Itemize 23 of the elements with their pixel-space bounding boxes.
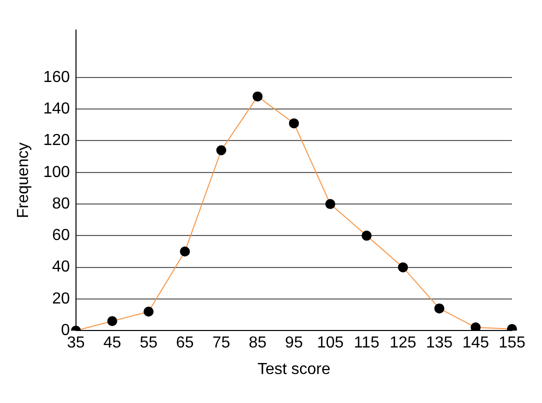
x-tick-label: 85 <box>248 334 267 352</box>
y-tick-label: 160 <box>43 68 70 86</box>
y-tick-label: 140 <box>43 100 70 118</box>
x-tick-label: 105 <box>316 334 344 352</box>
y-axis-title: Frequency <box>15 142 32 218</box>
x-tick-label: 95 <box>285 334 303 352</box>
y-tick-label: 120 <box>43 132 70 150</box>
y-tick-label: 40 <box>52 258 70 276</box>
x-tick-label: 55 <box>140 334 158 352</box>
x-tick-label: 135 <box>426 334 453 352</box>
x-tick-label: 125 <box>390 334 416 352</box>
x-tick-label: 35 <box>66 334 85 352</box>
y-tick-label: 60 <box>52 227 70 244</box>
x-tick-label: 155 <box>498 334 526 352</box>
y-tick-label: 80 <box>52 195 70 212</box>
x-axis-title: Test score <box>257 360 330 378</box>
x-tick-label: 145 <box>462 334 490 352</box>
x-tick-label: 65 <box>176 334 194 352</box>
x-tick-label: 115 <box>354 334 380 352</box>
x-tick-label: 45 <box>103 334 122 352</box>
y-tick-label: 100 <box>43 164 70 181</box>
x-tick-label: 75 <box>212 334 230 352</box>
y-tick-label: 20 <box>52 290 70 308</box>
